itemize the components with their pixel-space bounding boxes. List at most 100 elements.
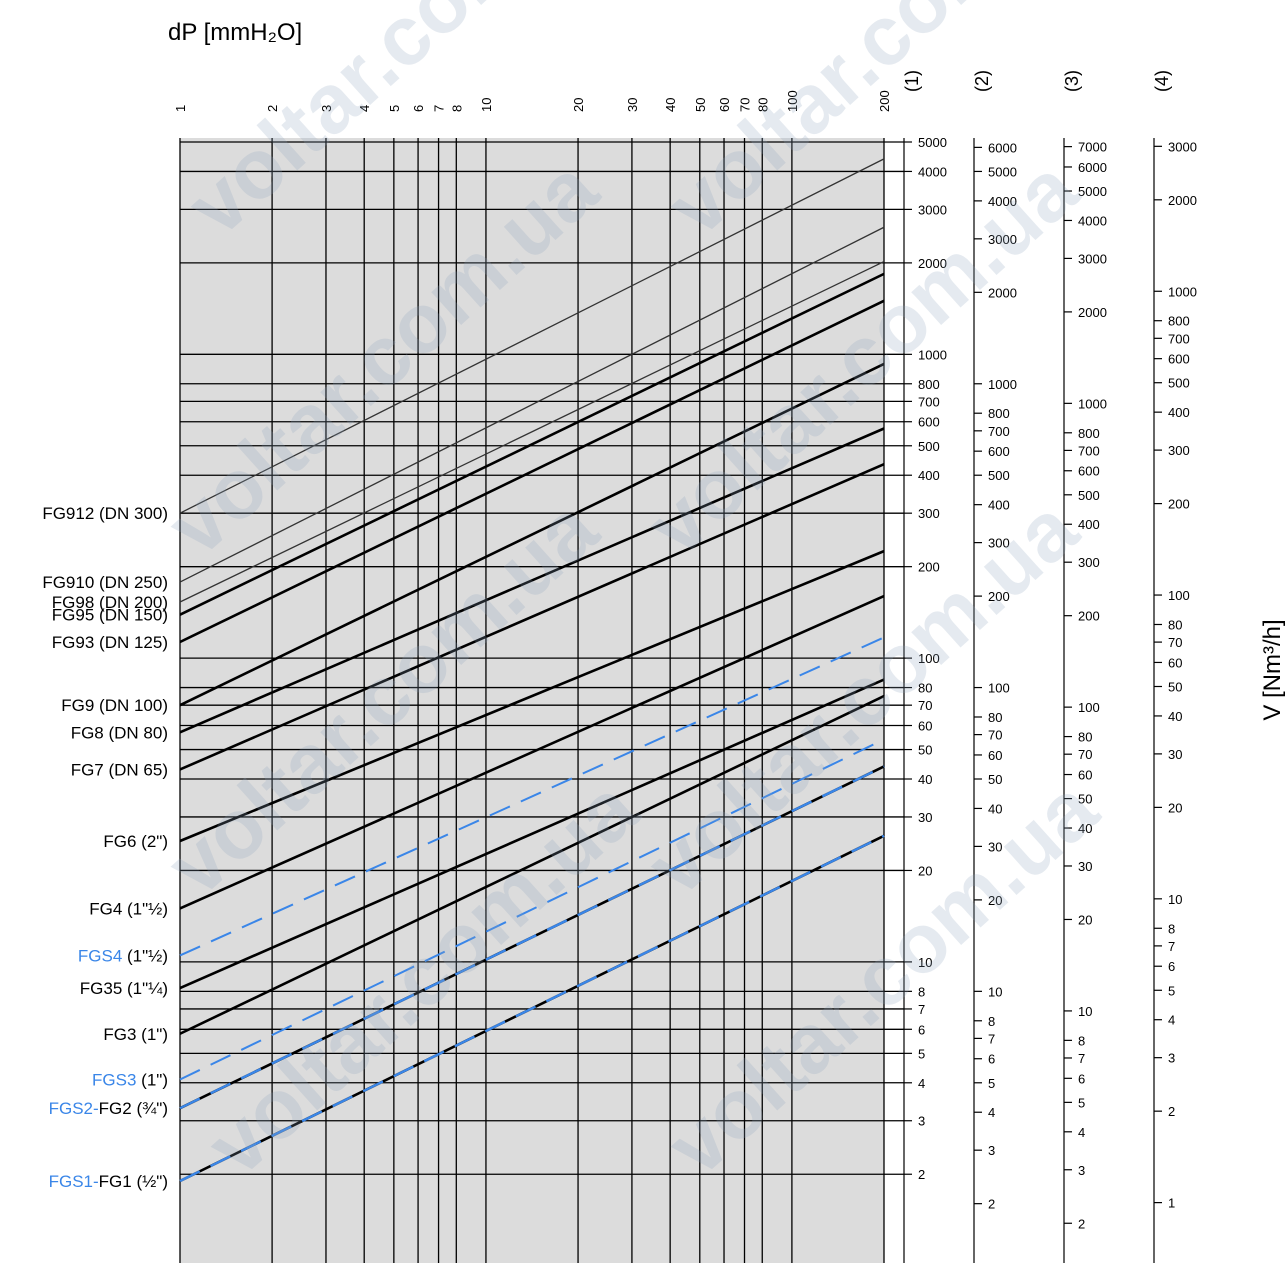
x-tick-label-30: 30 <box>625 98 640 112</box>
scale-1-label-1000: 1000 <box>918 347 947 362</box>
x-tick-label-10: 10 <box>479 98 494 112</box>
x-tick-label-50: 50 <box>693 98 708 112</box>
x-tick-label-80: 80 <box>755 98 770 112</box>
scale-1-label-200: 200 <box>918 560 940 575</box>
scale-2-label-3: 3 <box>988 1143 995 1158</box>
scale-4-label-60: 60 <box>1168 655 1182 670</box>
scale-2-label-10: 10 <box>988 984 1002 999</box>
scale-4-label-6: 6 <box>1168 959 1175 974</box>
scale-4-label-7: 7 <box>1168 939 1175 954</box>
scale-3-label-5000: 5000 <box>1078 184 1107 199</box>
curve-label-6: FG8 (DN 80) <box>71 723 168 742</box>
scale-3-label-7000: 7000 <box>1078 140 1107 155</box>
scale-2-label-200: 200 <box>988 589 1010 604</box>
scale-4-label-800: 800 <box>1168 314 1190 329</box>
scale-1-label-4: 4 <box>918 1076 925 1091</box>
series-0-line <box>179 158 885 514</box>
scale-2-label-70: 70 <box>988 728 1002 743</box>
scale-3-label-2: 2 <box>1078 1216 1085 1231</box>
scale-1-label-600: 600 <box>918 415 940 430</box>
scale-2-label-400: 400 <box>988 498 1010 513</box>
scale-3-label-3000: 3000 <box>1078 251 1107 266</box>
scale-4-label-500: 500 <box>1168 376 1190 391</box>
scale-3-label-600: 600 <box>1078 464 1100 479</box>
scale-2-label-2: 2 <box>988 1197 995 1212</box>
curve-labels: FG912 (DN 300) FG910 (DN 250)FG98 (DN 200… <box>42 504 168 1191</box>
scale-1-label-2000: 2000 <box>918 256 947 271</box>
scale-3-label-8: 8 <box>1078 1033 1085 1048</box>
curve-label-4: FG93 (DN 125) <box>52 633 168 652</box>
curve-label-13: FGS3 (1") <box>92 1071 168 1090</box>
scale-2-label-300: 300 <box>988 536 1010 551</box>
flow-scales: (1) 5000 4000 3000 2000 1000 800 700 600 500 400 30… <box>902 70 1197 1263</box>
scale-2-label-5: 5 <box>988 1076 995 1091</box>
x-tick-label-5: 5 <box>387 105 402 112</box>
scale-2-label-4: 4 <box>988 1105 995 1120</box>
scale-4-label-40: 40 <box>1168 709 1182 724</box>
scale-3-label-10: 10 <box>1078 1004 1092 1019</box>
curve-label-7: FG7 (DN 65) <box>71 760 168 779</box>
scale-3-label-7: 7 <box>1078 1051 1085 1066</box>
scale-2-label-2000: 2000 <box>988 285 1017 300</box>
scale-4-label-200: 200 <box>1168 497 1190 512</box>
scale-4-label-80: 80 <box>1168 617 1182 632</box>
scale-1-label-500: 500 <box>918 439 940 454</box>
curve-label-10: FGS4 (1"½) <box>78 946 168 965</box>
scale-4-label-5: 5 <box>1168 983 1175 998</box>
scale-3-label-700: 700 <box>1078 443 1100 458</box>
scale-4-label-8: 8 <box>1168 921 1175 936</box>
scale-4-label-20: 20 <box>1168 800 1182 815</box>
series-5-line <box>179 362 885 707</box>
scale-3-label-4000: 4000 <box>1078 213 1107 228</box>
scale-1-label-3: 3 <box>918 1114 925 1129</box>
series-13-line <box>179 738 885 1081</box>
scale-2-label-6000: 6000 <box>988 140 1017 155</box>
scale-2-label-60: 60 <box>988 748 1002 763</box>
scale-2-label-3000: 3000 <box>988 232 1017 247</box>
scale-2-label-1000: 1000 <box>988 377 1017 392</box>
scale-1-label-10: 10 <box>918 955 932 970</box>
curve-label-14: FGS2-FG2 (¾") <box>49 1099 168 1118</box>
series-3-line <box>179 272 885 616</box>
curve-label-3: FG95 (DN 150) <box>52 606 168 625</box>
series-1-line <box>179 226 885 583</box>
series-11-line <box>179 678 885 990</box>
curve-label-15: FGS1-FG1 (½") <box>49 1172 168 1191</box>
x-tick-label-2: 2 <box>265 105 280 112</box>
scale-3-label-20: 20 <box>1078 912 1092 927</box>
series-7-line <box>179 462 885 771</box>
scale-4-label-3000: 3000 <box>1168 139 1197 154</box>
x-tick-label-200: 200 <box>877 90 892 112</box>
curve-label-8: FG6 (2") <box>103 832 168 851</box>
scale-3-label-50: 50 <box>1078 792 1092 807</box>
scale-4-label-700: 700 <box>1168 331 1190 346</box>
scale-2-label-40: 40 <box>988 801 1002 816</box>
series-6-line <box>179 427 885 734</box>
scale-1-label-50: 50 <box>918 743 932 758</box>
scale-1-label-8: 8 <box>918 984 925 999</box>
scale-4-label-50: 50 <box>1168 679 1182 694</box>
x-tick-label-4: 4 <box>357 105 372 112</box>
scale-2-label-6: 6 <box>988 1052 995 1067</box>
scale-header-2: (2) <box>972 70 992 92</box>
x-axis-top-ticks: 1 2 3 4 5 6 7 8 10 20 30 40 50 60 70 80 100 200 <box>173 90 892 112</box>
scale-4-label-2000: 2000 <box>1168 193 1197 208</box>
scale-2-label-4000: 4000 <box>988 194 1017 209</box>
curve-label-1: FG910 (DN 250) <box>42 573 168 592</box>
scale-2-label-8: 8 <box>988 1014 995 1029</box>
scale-2-label-600: 600 <box>988 444 1010 459</box>
scale-3-label-4: 4 <box>1078 1125 1085 1140</box>
x-tick-label-20: 20 <box>571 98 586 112</box>
scale-1-label-20: 20 <box>918 863 932 878</box>
scale-1-label-300: 300 <box>918 506 940 521</box>
plot-background <box>180 138 884 1263</box>
scale-1-label-80: 80 <box>918 681 932 696</box>
scale-4-label-70: 70 <box>1168 635 1182 650</box>
curve-label-9: FG4 (1"½) <box>89 899 168 918</box>
scale-3-label-3: 3 <box>1078 1163 1085 1178</box>
x-tick-label-100: 100 <box>785 90 800 112</box>
scale-3-label-400: 400 <box>1078 517 1100 532</box>
scale-2-label-700: 700 <box>988 424 1010 439</box>
scale-3-label-500: 500 <box>1078 488 1100 503</box>
